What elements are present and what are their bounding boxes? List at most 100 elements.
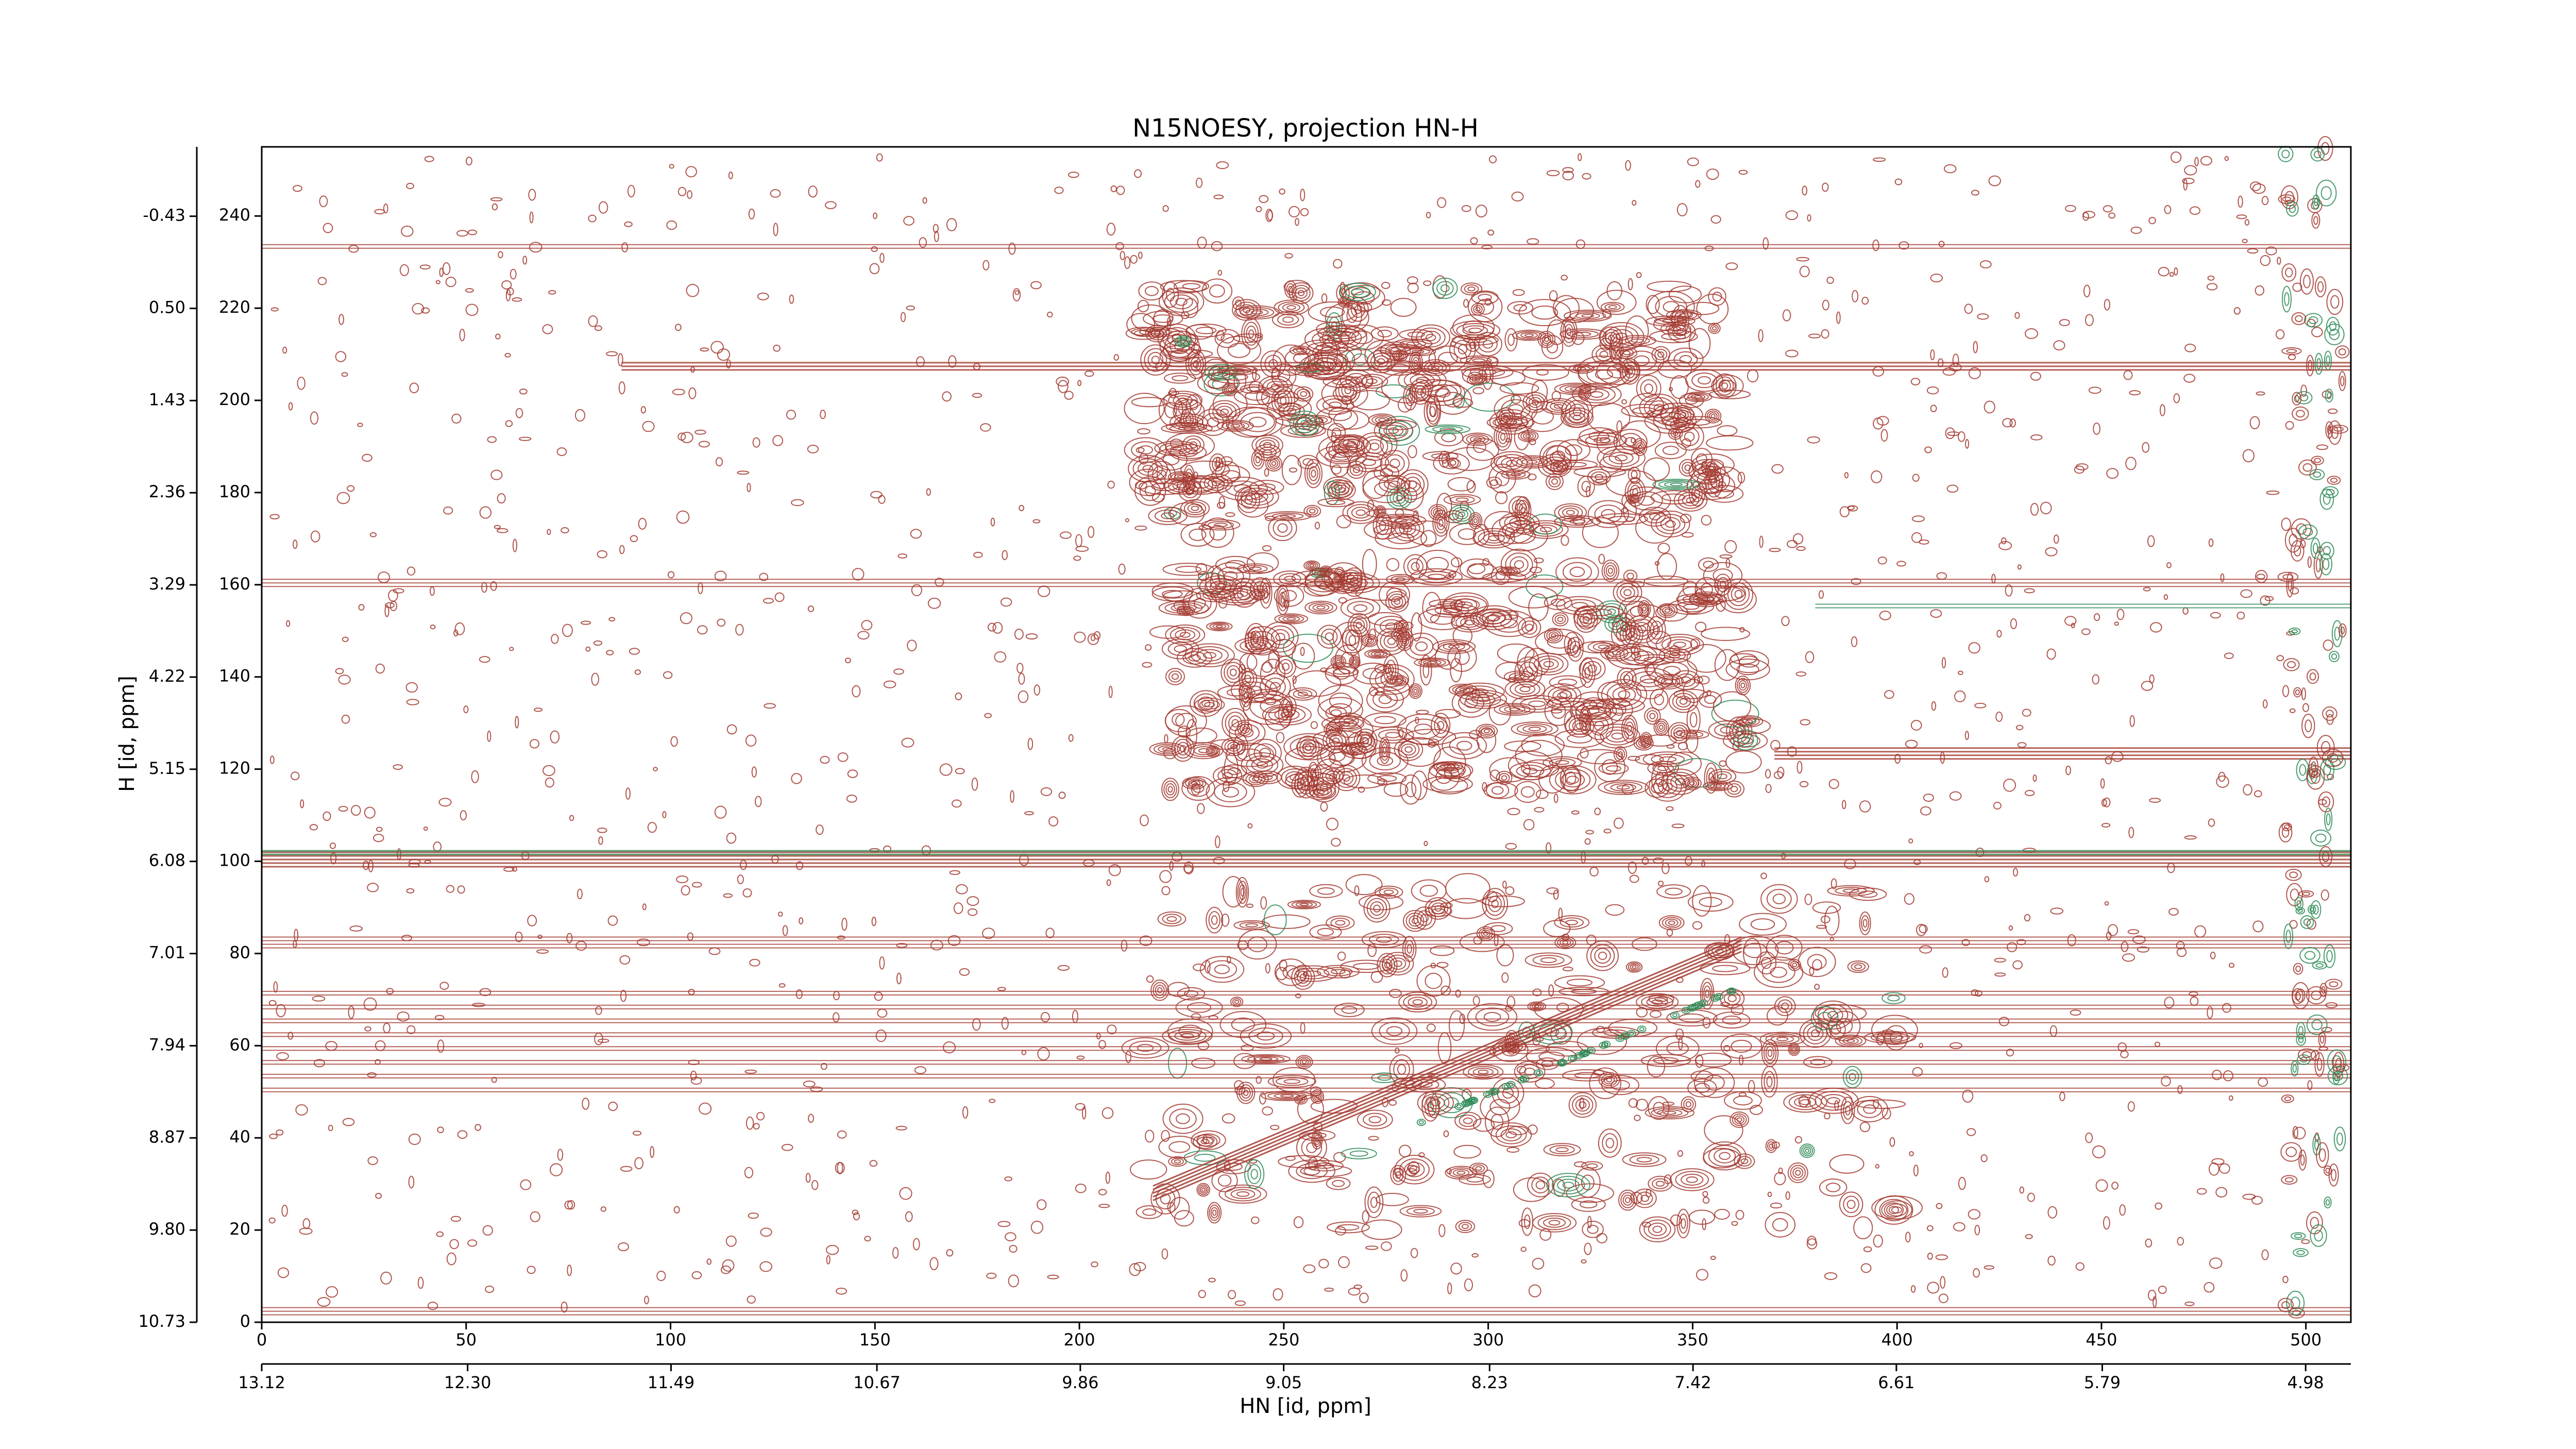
contour — [1274, 958, 1308, 986]
contour — [377, 571, 391, 583]
contour — [1574, 1167, 1601, 1198]
contour — [2316, 1142, 2329, 1168]
contour — [2085, 1132, 2093, 1143]
contour — [2327, 753, 2338, 763]
contour — [435, 280, 441, 284]
contour — [1370, 901, 1384, 916]
contour — [1616, 627, 1627, 642]
contour — [619, 955, 631, 965]
contour — [1558, 907, 1563, 921]
contour — [1517, 1076, 1527, 1084]
contour — [1384, 962, 1391, 969]
contour — [2204, 1282, 2215, 1293]
contour — [1154, 441, 1198, 457]
contour — [972, 1018, 981, 1031]
contour — [1577, 749, 1623, 765]
contour — [1572, 407, 1582, 416]
contour — [1406, 520, 1448, 546]
contour — [1167, 1048, 1188, 1079]
contour — [1593, 437, 1611, 444]
contour — [1389, 988, 1402, 998]
contour — [833, 1012, 840, 1023]
contour — [618, 353, 623, 366]
contour — [1651, 1107, 1689, 1118]
contour — [2184, 343, 2196, 352]
contour — [1289, 467, 1298, 473]
contour — [1310, 721, 1318, 729]
contour — [2255, 285, 2265, 296]
contour — [795, 861, 804, 870]
contour — [810, 1086, 823, 1092]
contour — [1202, 1136, 1215, 1144]
contour — [2009, 418, 2016, 428]
contour — [2329, 328, 2340, 341]
contour — [1353, 728, 1378, 753]
contour — [1737, 678, 1749, 693]
contour — [542, 324, 553, 334]
contour — [1940, 1276, 1946, 1289]
contour — [1108, 685, 1113, 698]
contour — [1256, 389, 1270, 406]
contour — [691, 882, 702, 888]
contour — [1730, 1111, 1750, 1128]
contour — [1654, 442, 1687, 460]
contour — [1306, 361, 1345, 381]
contour — [1334, 484, 1343, 491]
contour — [1202, 591, 1229, 600]
contour — [774, 592, 785, 602]
contour — [1466, 480, 1476, 493]
contour — [1714, 1209, 1730, 1220]
contour — [1325, 662, 1358, 685]
contour — [688, 387, 697, 399]
contour — [1647, 291, 1695, 323]
contour — [1607, 567, 1613, 574]
contour — [436, 1231, 444, 1237]
contour — [2301, 1239, 2310, 1244]
contour — [1539, 440, 1578, 473]
contour — [456, 230, 468, 237]
contour — [910, 529, 922, 539]
contour — [1774, 1172, 1786, 1186]
contour — [1009, 1244, 1018, 1253]
contour — [1012, 288, 1021, 301]
contour — [1495, 662, 1524, 680]
contour — [1522, 724, 1547, 733]
y2-tick-label: 8.87 — [149, 1127, 185, 1147]
contour — [1368, 1136, 1379, 1141]
contour — [1180, 523, 1215, 547]
contour — [1162, 1026, 1213, 1045]
contour — [1561, 772, 1585, 787]
contour — [342, 636, 349, 643]
contour — [749, 958, 760, 967]
contour — [1700, 962, 1751, 975]
contour — [1763, 1042, 1777, 1064]
contour — [474, 1124, 482, 1131]
contour — [1887, 995, 1900, 1002]
contour — [1500, 412, 1511, 423]
contour — [1182, 587, 1217, 619]
contour — [2335, 345, 2350, 359]
contour — [1161, 1248, 1168, 1259]
contour — [1168, 387, 1177, 398]
contour — [927, 597, 941, 609]
contour — [1134, 476, 1166, 506]
contour — [1710, 215, 1721, 224]
contour — [1144, 348, 1167, 372]
contour — [1455, 497, 1469, 502]
contour — [1665, 324, 1687, 334]
contour — [907, 639, 917, 652]
contour — [1524, 333, 1534, 338]
contour — [1621, 399, 1627, 405]
contour — [1297, 970, 1310, 984]
contour — [1403, 554, 1428, 579]
contour — [1212, 390, 1248, 417]
contour — [1231, 1017, 1255, 1032]
contour — [2088, 386, 2102, 394]
contour — [1673, 416, 1723, 429]
contour — [1084, 370, 1094, 377]
contour — [2324, 1165, 2332, 1176]
contour — [1305, 561, 1318, 570]
contour — [383, 203, 388, 214]
contour — [1518, 299, 1571, 326]
contour — [1420, 530, 1437, 547]
